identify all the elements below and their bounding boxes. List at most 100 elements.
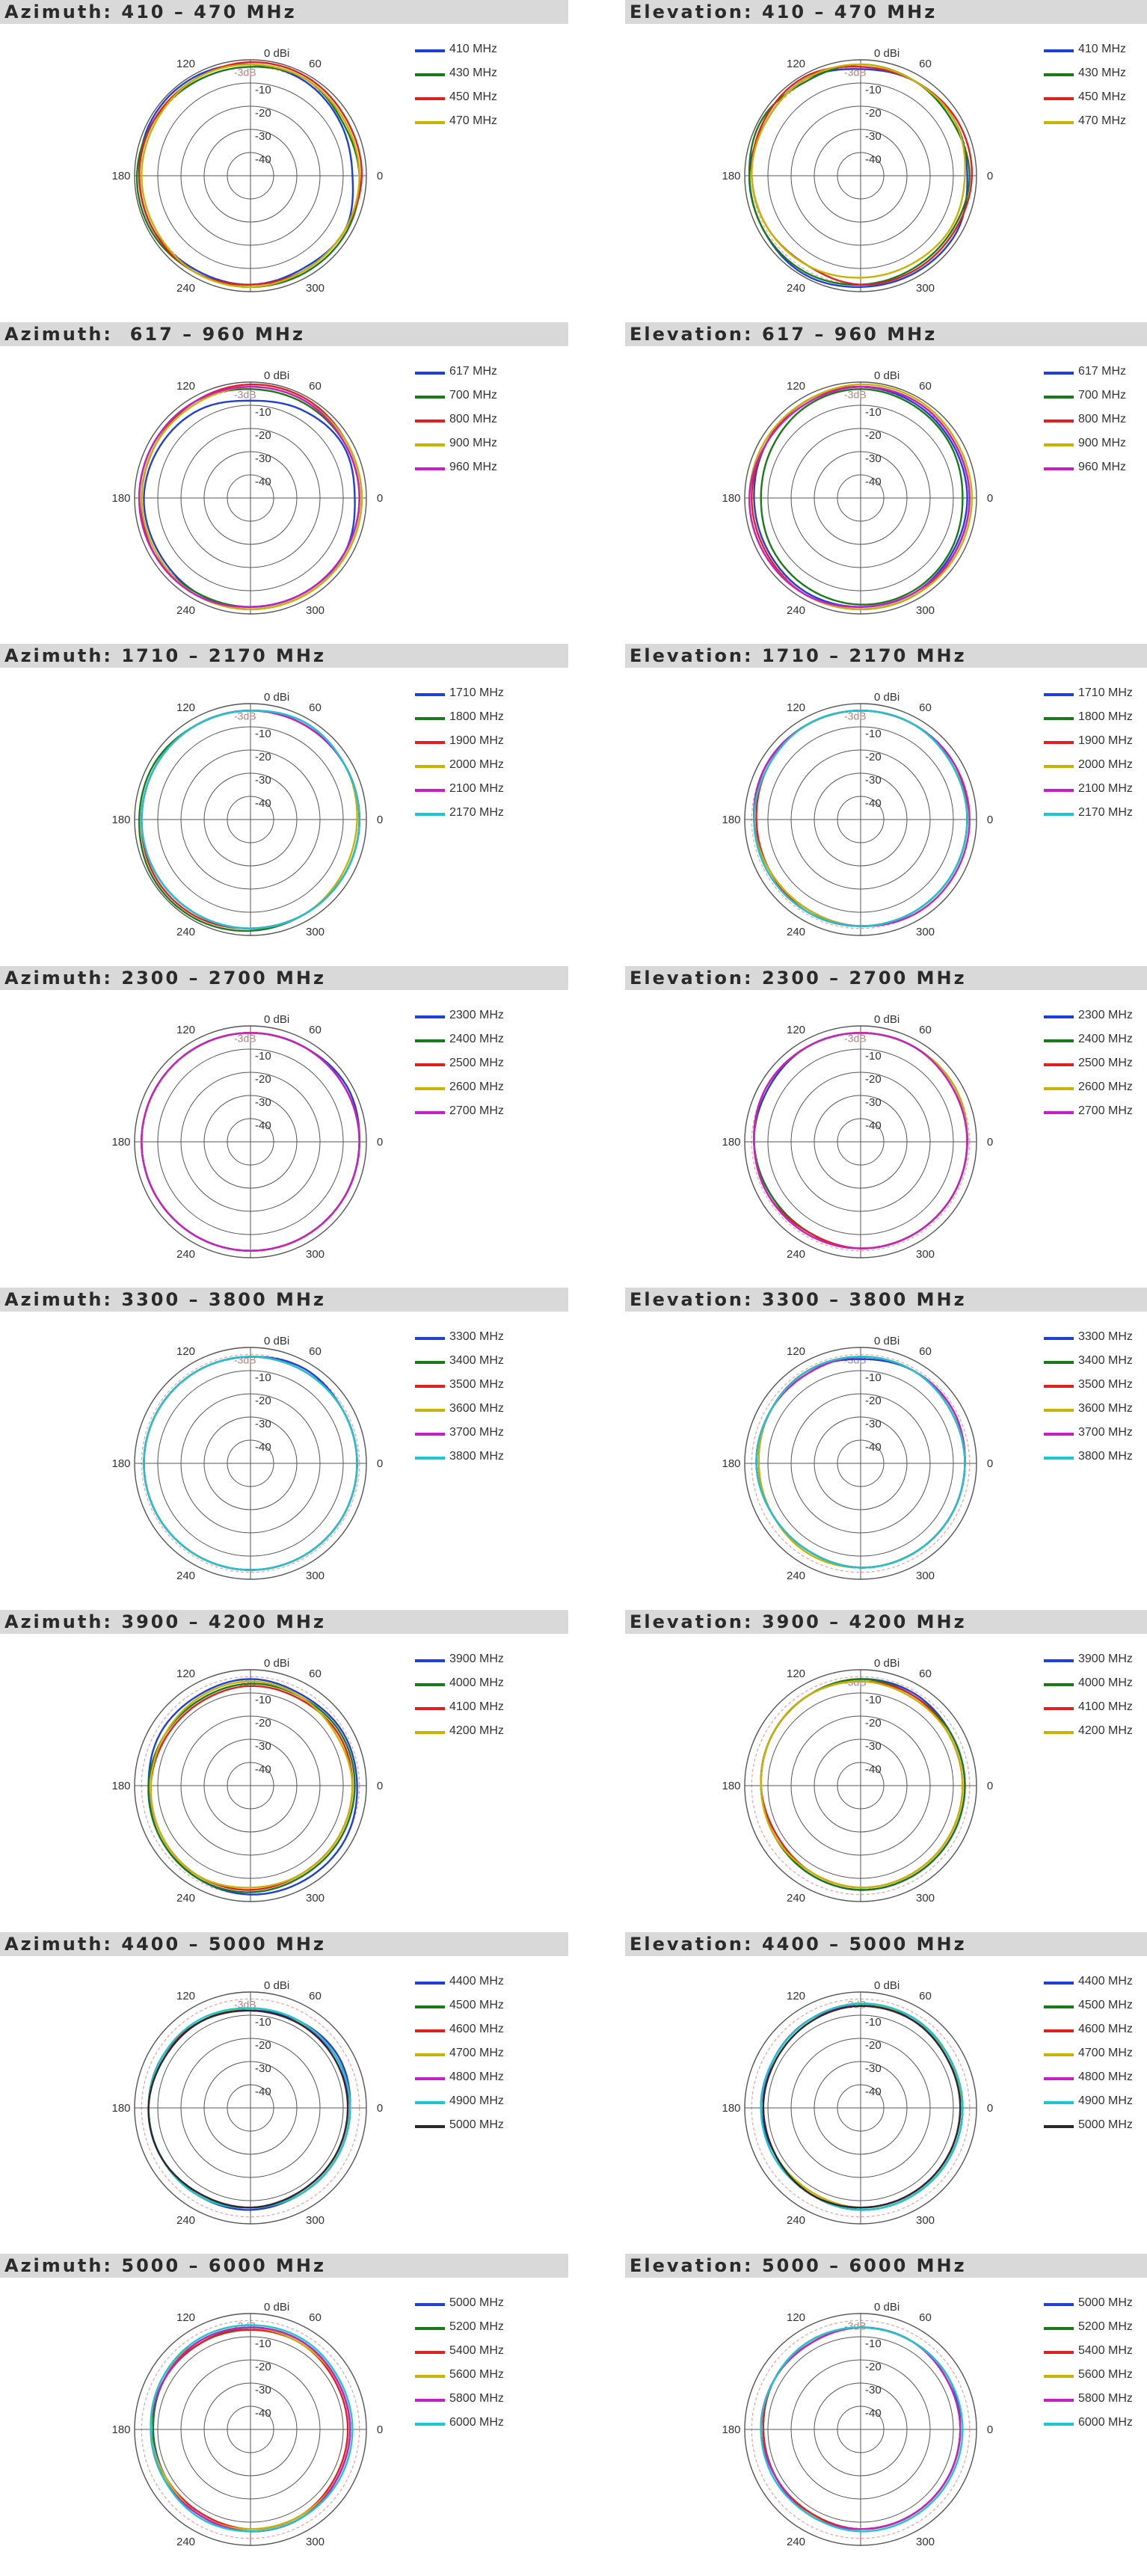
angle-tick-label: 60 (309, 380, 322, 393)
legend-swatch (1044, 2351, 1074, 2355)
minus-3db-label: -3dB (844, 1032, 867, 1044)
radial-tick-label: -20 (865, 1395, 882, 1407)
legend-label: 1710 MHz (1078, 686, 1133, 700)
legend-swatch (415, 2053, 445, 2056)
legend-swatch (415, 2100, 445, 2104)
angle-tick-label: 240 (787, 1892, 805, 1905)
radial-tick-label: -20 (255, 751, 271, 763)
legend-swatch (1044, 1086, 1074, 1090)
angle-tick-label: 60 (919, 380, 932, 393)
legend-swatch (1044, 1409, 1074, 1413)
angle-tick-label: 180 (111, 492, 130, 505)
legend-swatch (415, 2327, 445, 2331)
chart-title: Elevation: 2300 – 2700 MHz (630, 967, 967, 989)
radial-tick-label: 0 dBi (264, 2301, 289, 2314)
radial-tick-label: -40 (255, 1441, 271, 1454)
radial-tick-label: -30 (255, 1418, 271, 1430)
legend-label: 4700 MHz (449, 2046, 504, 2059)
legend-label: 2000 MHz (449, 758, 504, 772)
legend-label: 4600 MHz (449, 2022, 504, 2035)
legend-label: 4200 MHz (1078, 1724, 1133, 1737)
radial-tick-label: -30 (255, 2384, 271, 2397)
chart-title: Elevation: 4400 – 5000 MHz (630, 1933, 967, 1955)
legend-label: 4100 MHz (449, 1700, 504, 1713)
angle-tick-label: 120 (176, 2311, 195, 2324)
angle-tick-label: 0 (377, 1136, 383, 1149)
legend-label: 3700 MHz (1078, 1426, 1133, 1439)
angle-tick-label: 60 (309, 2311, 322, 2324)
chart-title: Elevation: 5000 – 6000 MHz (630, 2255, 967, 2277)
chart-title: Azimuth: 5000 – 6000 MHz (4, 2255, 326, 2277)
radial-tick-label: -20 (865, 1717, 882, 1730)
series-trace (150, 2324, 354, 2533)
legend-swatch (415, 717, 445, 721)
angle-tick-label: 240 (176, 282, 195, 295)
radial-tick-label: -20 (865, 751, 882, 763)
radial-tick-label: -20 (865, 2039, 882, 2052)
legend-swatch (1044, 2327, 1074, 2331)
angle-tick-label: 120 (176, 58, 195, 70)
legend-label: 1710 MHz (449, 686, 504, 700)
angle-tick-label: 300 (916, 926, 935, 938)
angle-tick-label: 240 (176, 1892, 195, 1905)
series-trace (138, 385, 360, 608)
radial-tick-label: -10 (865, 84, 882, 96)
angle-tick-label: 240 (787, 282, 805, 295)
series-trace (141, 64, 360, 288)
legend-swatch (415, 443, 445, 446)
radial-tick-label: -20 (255, 1717, 271, 1730)
angle-tick-label: 240 (176, 2536, 195, 2548)
legend-swatch (1044, 813, 1074, 817)
radial-tick-label: -30 (255, 2062, 271, 2075)
angle-tick-label: 240 (787, 2536, 805, 2548)
polar-plot: 0 dBi -10 -20 -30 -40 -3dB 0 60 120 180 240 300 (111, 1013, 383, 1261)
radial-tick-label: -20 (865, 429, 882, 442)
pattern-panel: Elevation: 3300 – 3800 MHz 0 dBi -10 -20 -30… (625, 1288, 1147, 1609)
angle-tick-label: 60 (919, 701, 932, 714)
legend-label: 2700 MHz (1078, 1104, 1133, 1117)
legend-swatch (415, 2077, 445, 2080)
angle-tick-label: 60 (919, 1024, 932, 1036)
radial-tick-label: -10 (865, 1050, 882, 1063)
polar-plot: 0 dBi -10 -20 -30 -40 -3dB 0 60 120 180 240 300 (111, 1979, 383, 2227)
angle-tick-label: 120 (787, 58, 805, 70)
radial-tick-label: 0 dBi (874, 1657, 900, 1670)
angle-tick-label: 120 (787, 2311, 805, 2324)
legend-swatch (1044, 121, 1074, 124)
polar-plot: 0 dBi -10 -20 -30 -40 -3dB 0 60 120 180 240 300 (722, 2301, 993, 2548)
legend-swatch (415, 1457, 445, 1460)
legend-swatch (415, 49, 445, 52)
polar-plot: 0 dBi -10 -20 -30 -40 -3dB 0 60 120 180 240 300 (722, 369, 993, 617)
legend-swatch (415, 813, 445, 817)
pattern-panel: Azimuth: 617 – 960 MHz 0 dBi -10 -20 -30 -40 -… (0, 322, 568, 644)
angle-tick-label: 300 (306, 926, 325, 938)
legend-swatch (1044, 1981, 1074, 1985)
legend-label: 1900 MHz (449, 734, 504, 748)
angle-tick-label: 60 (919, 58, 932, 70)
legend-label: 700 MHz (1078, 388, 1127, 402)
legend-label: 2100 MHz (1078, 782, 1133, 796)
angle-tick-label: 60 (919, 1667, 932, 1680)
legend-label: 430 MHz (449, 67, 498, 79)
panel-header: Azimuth: 617 – 960 MHz (0, 322, 568, 346)
angle-tick-label: 60 (309, 58, 322, 70)
chart-title: Azimuth: 617 – 960 MHz (4, 323, 305, 345)
panel-header: Elevation: 2300 – 2700 MHz (625, 965, 1147, 990)
radial-tick-label: -30 (865, 1096, 882, 1109)
angle-tick-label: 300 (306, 1570, 325, 1582)
angle-tick-label: 0 (987, 2102, 993, 2115)
radial-tick-label: 0 dBi (874, 691, 900, 704)
angle-tick-label: 0 (987, 1457, 993, 1470)
legend-label: 470 MHz (1078, 114, 1127, 127)
radial-tick-label: -40 (865, 153, 882, 166)
pattern-panel: Elevation: 4400 – 5000 MHz 0 dBi -10 -20 -30… (625, 1931, 1147, 2254)
minus-3db-label: -3dB (844, 710, 867, 722)
pattern-panel: Elevation: 5000 – 6000 MHz 0 dBi -10 -20 -30… (625, 2254, 1147, 2575)
legend-swatch (415, 1039, 445, 1042)
series-trace (753, 710, 968, 927)
radial-tick-label: -40 (865, 1119, 882, 1132)
chart-title: Elevation: 410 – 470 MHz (630, 1, 938, 22)
legend-swatch (415, 1361, 445, 1365)
angle-tick-label: 60 (919, 1346, 932, 1359)
radial-tick-label: -20 (865, 2361, 882, 2373)
